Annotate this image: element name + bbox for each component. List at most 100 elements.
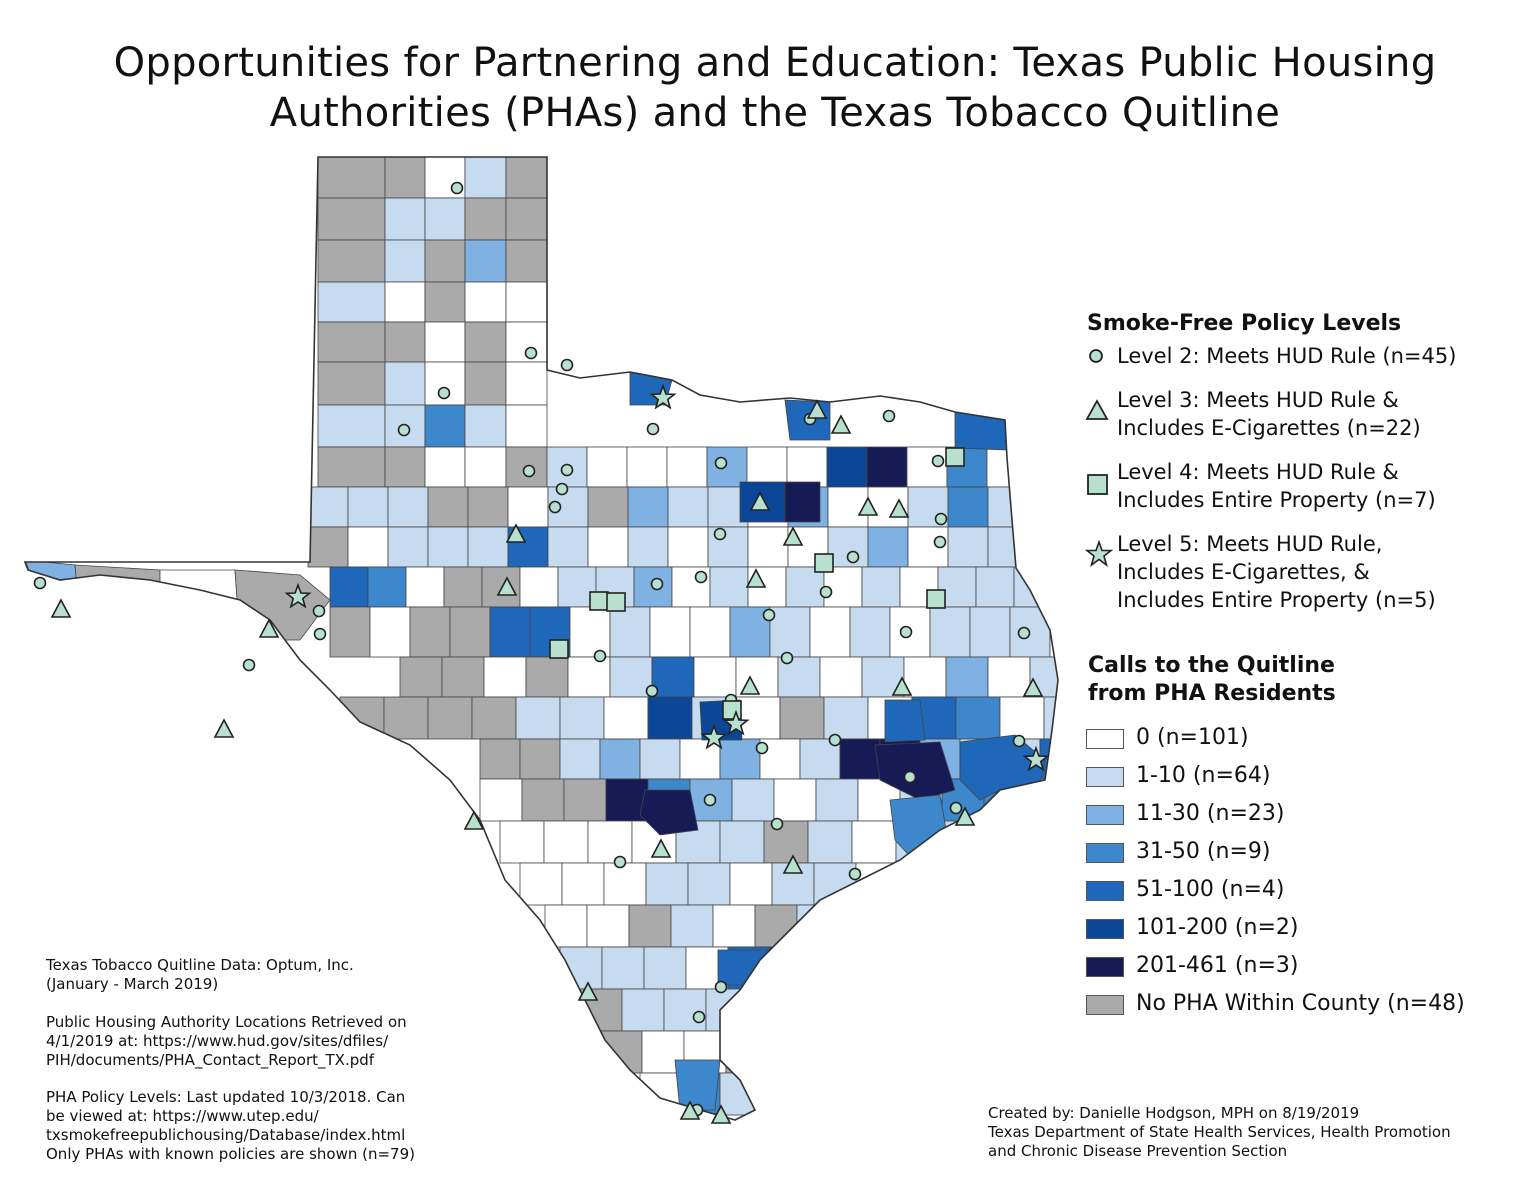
county — [649, 606, 691, 658]
county — [74, 564, 161, 701]
county — [867, 526, 909, 568]
county — [1130, 607, 1170, 657]
county — [384, 239, 426, 283]
level-2-marker — [903, 770, 917, 784]
county — [367, 566, 407, 608]
county — [567, 656, 611, 698]
county — [427, 696, 473, 740]
county — [317, 404, 386, 448]
county — [563, 778, 607, 822]
county — [987, 526, 1029, 568]
county — [903, 656, 947, 698]
county — [409, 606, 451, 658]
level-2-marker — [899, 625, 913, 639]
level-4-marker — [945, 447, 965, 467]
level-5-marker — [700, 723, 728, 750]
county — [317, 239, 386, 283]
county — [769, 606, 811, 658]
county — [317, 197, 386, 241]
county — [25, 559, 79, 601]
county — [855, 862, 899, 906]
legend-swatch-label: No PHA Within County (n=48) — [1136, 991, 1465, 1016]
policy-legend-heading: Smoke-Free Policy Levels — [1087, 311, 1402, 336]
county — [731, 778, 775, 822]
level-2-marker — [437, 386, 451, 400]
level-3-marker — [739, 675, 761, 695]
county — [544, 904, 588, 948]
county — [1090, 607, 1130, 657]
county — [1043, 696, 1058, 740]
legend-swatch — [1086, 805, 1124, 825]
county — [424, 197, 466, 241]
level-3-marker — [496, 576, 518, 596]
county — [759, 1072, 801, 1116]
county — [384, 321, 426, 363]
county — [317, 321, 386, 363]
county — [906, 446, 948, 488]
county — [796, 904, 840, 948]
county — [639, 738, 681, 780]
county — [505, 321, 548, 363]
county — [505, 281, 548, 323]
county — [785, 566, 825, 608]
level-3-marker — [213, 718, 235, 738]
level-3-marker — [50, 598, 72, 618]
county — [587, 486, 629, 528]
county — [693, 656, 737, 698]
county — [317, 281, 386, 323]
level-2-marker — [613, 855, 627, 869]
legend-swatch — [1086, 881, 1124, 901]
level-2-marker — [397, 423, 411, 437]
level-4-marker — [814, 553, 834, 573]
county — [779, 696, 825, 740]
county — [1026, 446, 1058, 488]
legend-swatch-label: 31-50 (n=9) — [1136, 839, 1271, 864]
county — [670, 904, 714, 948]
county — [609, 606, 651, 658]
legend-swatch — [1086, 957, 1124, 977]
county — [679, 738, 721, 780]
level-2-marker — [555, 482, 569, 496]
county — [329, 566, 369, 608]
level-2-marker — [713, 527, 727, 541]
level-2-marker — [770, 817, 784, 831]
county — [464, 446, 507, 488]
county — [467, 486, 509, 528]
county — [1051, 566, 1058, 608]
county — [424, 281, 466, 323]
legend-swatch-label: 51-100 (n=4) — [1136, 877, 1285, 902]
pha-markers — [33, 181, 1050, 1124]
county — [827, 526, 869, 568]
legend-swatch — [1086, 729, 1124, 749]
level-2-marker — [560, 463, 574, 477]
county — [969, 606, 1011, 658]
level-3-marker — [745, 568, 767, 588]
county — [424, 404, 466, 448]
county — [955, 696, 1001, 740]
county — [384, 197, 426, 241]
level-2-marker — [934, 512, 948, 526]
county — [464, 321, 507, 363]
county — [317, 157, 386, 199]
level-2-marker — [1017, 626, 1031, 640]
source-note-quitline: Texas Tobacco Quitline Data: Optum, Inc.… — [46, 956, 354, 993]
level-2-marker — [828, 733, 842, 747]
county — [507, 486, 549, 528]
county — [599, 1030, 643, 1074]
legend-swatch-label: 101-200 (n=2) — [1136, 915, 1299, 940]
county — [586, 446, 628, 488]
level-3-marker — [749, 491, 771, 511]
county — [505, 361, 548, 406]
county — [569, 606, 611, 658]
level-2-marker — [755, 741, 769, 755]
county — [643, 946, 687, 990]
county — [489, 606, 531, 658]
level-3-marker — [650, 838, 672, 858]
level-2-marker — [762, 608, 776, 622]
level-2-marker — [846, 550, 860, 564]
county — [651, 656, 695, 698]
legend-level-3-label: Level 3: Meets HUD Rule & Includes E-Cig… — [1117, 388, 1421, 440]
county — [999, 696, 1045, 740]
county — [559, 946, 603, 990]
